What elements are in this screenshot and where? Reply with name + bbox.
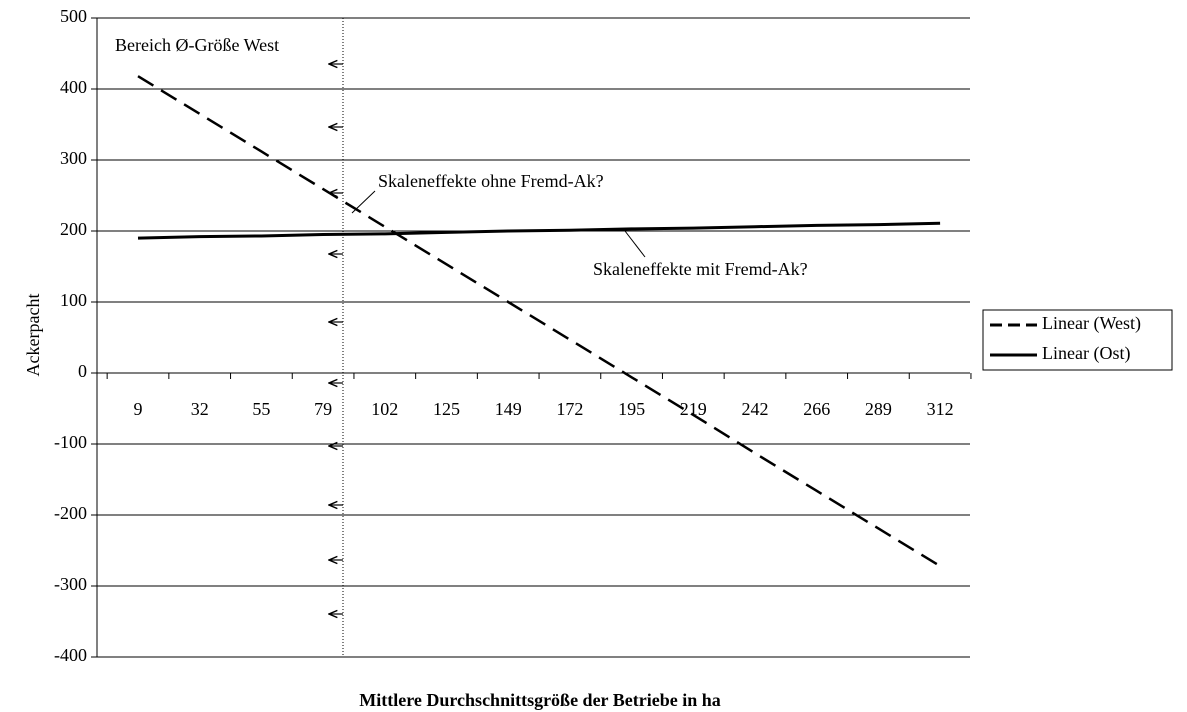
- x-axis-label: Mittlere Durchschnittsgröße der Betriebe…: [359, 690, 720, 710]
- y-tick-label: 200: [60, 219, 87, 239]
- x-tick-label: 289: [865, 399, 892, 419]
- y-tick-label: -200: [54, 503, 87, 523]
- y-tick-label: 0: [78, 361, 87, 381]
- x-tick-label: 32: [191, 399, 209, 419]
- trend-line: [137, 221, 941, 240]
- x-tick-label: 172: [556, 399, 583, 419]
- x-tick-label: 266: [803, 399, 830, 419]
- x-tick-label: 312: [927, 399, 954, 419]
- y-tick-label: 300: [60, 148, 87, 168]
- x-tick-label: 195: [618, 399, 645, 419]
- y-tick-label: -100: [54, 432, 87, 452]
- annotation: Skaleneffekte mit Fremd-Ak?: [593, 259, 808, 279]
- leader-line: [624, 230, 646, 258]
- y-tick-label: 100: [60, 290, 87, 310]
- x-tick-label: 102: [371, 399, 398, 419]
- legend-label: Linear (Ost): [1042, 343, 1130, 364]
- reference-layer: [329, 18, 646, 655]
- y-axis-label: Ackerpacht: [23, 294, 43, 377]
- x-tick-label: 55: [252, 399, 270, 419]
- legend-label: Linear (West): [1042, 313, 1141, 334]
- legend-box: [982, 309, 1173, 371]
- y-tick-label: -400: [54, 645, 87, 665]
- trend-line: [137, 75, 941, 568]
- x-tick-label: 125: [433, 399, 460, 419]
- x-tick-label: 9: [134, 399, 143, 419]
- x-tick-label: 219: [680, 399, 707, 419]
- y-tick-label: 500: [60, 6, 87, 26]
- x-tick-label: 242: [742, 399, 769, 419]
- x-tick-label: 149: [495, 399, 522, 419]
- arrows: [329, 64, 343, 614]
- annotation: Bereich Ø-Größe West: [115, 35, 279, 55]
- y-tick-label: 400: [60, 77, 87, 97]
- annotation: Skaleneffekte ohne Fremd-Ak?: [378, 171, 604, 191]
- x-tick-label: 79: [314, 399, 332, 419]
- y-tick-label: -300: [54, 574, 87, 594]
